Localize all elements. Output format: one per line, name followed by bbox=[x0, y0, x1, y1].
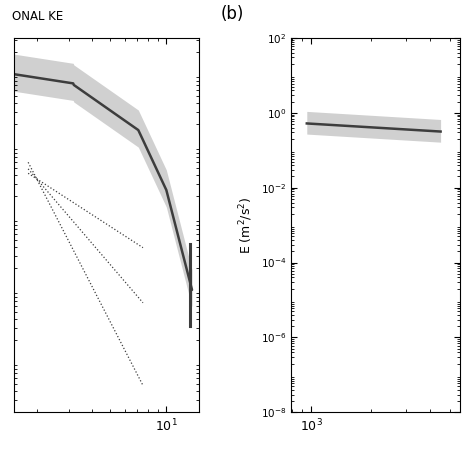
Text: ONAL KE: ONAL KE bbox=[12, 10, 64, 23]
Y-axis label: E (m$^2$/s$^2$): E (m$^2$/s$^2$) bbox=[238, 196, 255, 254]
Text: (b): (b) bbox=[221, 5, 244, 23]
